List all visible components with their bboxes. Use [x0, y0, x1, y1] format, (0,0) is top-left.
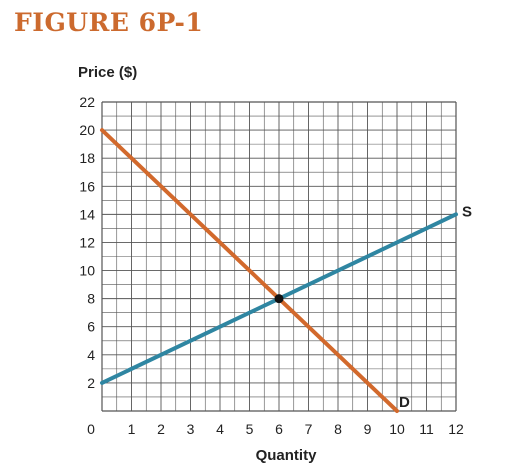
x-tick-label: 8 — [334, 421, 342, 437]
y-tick-label: 16 — [79, 178, 95, 194]
y-axis-label: Price ($) — [78, 64, 137, 81]
x-tick-label: 7 — [305, 421, 313, 437]
x-tick-label: 10 — [389, 421, 405, 437]
series: DS — [100, 128, 472, 413]
x-axis-label: Quantity — [256, 447, 317, 464]
y-tick-label: 10 — [79, 263, 95, 279]
x-tick-label: 0 — [87, 421, 95, 437]
equilibrium-point — [274, 294, 284, 304]
x-tick-label: 6 — [275, 421, 283, 437]
x-tick-label: 5 — [246, 421, 254, 437]
x-tick-label: 4 — [216, 421, 224, 437]
figure-title: FIGURE 6P-1 — [14, 8, 204, 37]
series-label-d: D — [399, 394, 410, 411]
x-tick-label: 2 — [157, 421, 165, 437]
y-tick-label: 14 — [79, 206, 95, 222]
x-tick-label: 11 — [419, 421, 434, 437]
y-tick-label: 12 — [79, 234, 95, 250]
grid — [101, 101, 457, 412]
x-tick-label: 9 — [364, 421, 372, 437]
x-tick-label: 3 — [187, 421, 195, 437]
series-label-s: S — [462, 203, 472, 220]
y-tick-label: 22 — [79, 94, 95, 110]
x-tick-label: 1 — [128, 421, 136, 437]
x-tick-label: 12 — [448, 421, 464, 437]
y-tick-label: 2 — [87, 375, 95, 391]
series-line-d — [100, 128, 399, 413]
y-tick-label: 8 — [87, 291, 95, 307]
y-tick-label: 6 — [87, 319, 95, 335]
y-tick-label: 20 — [79, 122, 95, 138]
y-tick-label: 4 — [87, 347, 95, 363]
y-tick-label: 18 — [79, 150, 95, 166]
